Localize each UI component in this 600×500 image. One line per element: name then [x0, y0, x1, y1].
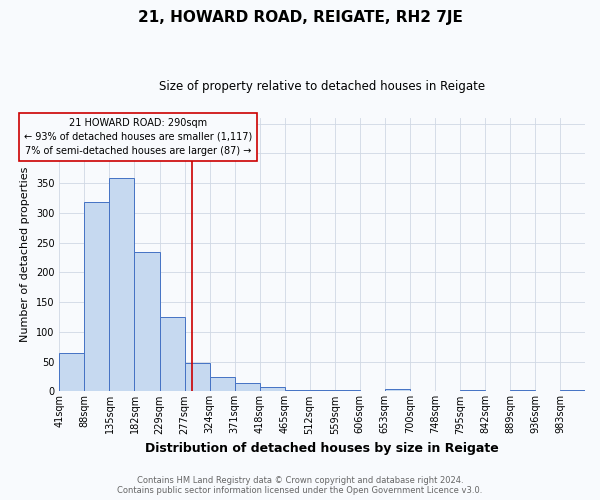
Bar: [134, 252, 160, 392]
Y-axis label: Number of detached properties: Number of detached properties: [20, 167, 31, 342]
Bar: [310, 390, 335, 392]
Bar: [209, 377, 235, 392]
Text: Contains HM Land Registry data © Crown copyright and database right 2024.
Contai: Contains HM Land Registry data © Crown c…: [118, 476, 482, 495]
Bar: [385, 389, 410, 392]
Bar: [284, 390, 310, 392]
Bar: [560, 390, 585, 392]
Bar: [260, 386, 284, 392]
Bar: [59, 352, 85, 392]
Bar: [460, 390, 485, 392]
Bar: [109, 178, 134, 392]
X-axis label: Distribution of detached houses by size in Reigate: Distribution of detached houses by size …: [145, 442, 499, 455]
Text: 21, HOWARD ROAD, REIGATE, RH2 7JE: 21, HOWARD ROAD, REIGATE, RH2 7JE: [137, 10, 463, 25]
Title: Size of property relative to detached houses in Reigate: Size of property relative to detached ho…: [159, 80, 485, 93]
Bar: [185, 364, 209, 392]
Bar: [510, 390, 535, 392]
Text: 21 HOWARD ROAD: 290sqm
← 93% of detached houses are smaller (1,117)
7% of semi-d: 21 HOWARD ROAD: 290sqm ← 93% of detached…: [24, 118, 253, 156]
Bar: [85, 202, 109, 392]
Bar: [160, 317, 185, 392]
Bar: [335, 390, 360, 392]
Bar: [235, 383, 260, 392]
